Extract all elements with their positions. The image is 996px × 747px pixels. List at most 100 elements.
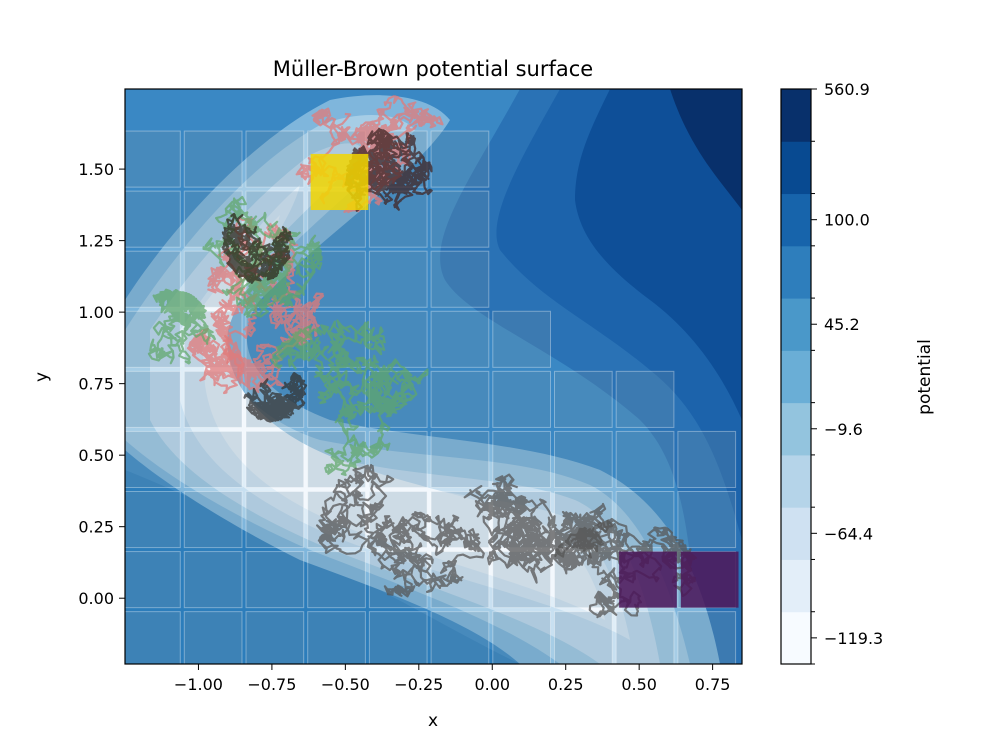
colorbar-band — [781, 454, 811, 508]
grid-cell — [430, 190, 490, 248]
grid-cell — [125, 490, 181, 549]
y-axis-ticks: 0.00 0.25 0.50 0.75 1.00 1.25 1.50 — [78, 160, 125, 608]
x-tick-label: −0.50 — [321, 675, 370, 694]
grid-cell — [430, 611, 490, 664]
trajectory-dark — [221, 212, 294, 284]
plot-area — [125, 89, 742, 664]
colorbar-ticks: −119.3 −64.4 −9.6 45.2 100.0 560.9 — [811, 80, 883, 665]
grid-cell — [125, 611, 181, 664]
grid-cell — [615, 611, 675, 664]
grid-cell — [245, 611, 305, 664]
chart-title: Müller-Brown potential surface — [273, 57, 593, 81]
y-tick-label: 0.25 — [78, 518, 114, 537]
colorbar-tick-label: −119.3 — [824, 629, 883, 648]
colorbar-band — [781, 245, 811, 299]
x-tick-label: 0.50 — [621, 675, 657, 694]
grid-cell — [677, 611, 737, 664]
grid-cell — [430, 430, 490, 488]
highlighted-cell-end — [619, 551, 677, 608]
colorbar-tick-label: 560.9 — [824, 80, 870, 99]
grid-cell — [492, 370, 551, 428]
grid-cell — [430, 130, 490, 188]
grid-cell — [245, 490, 305, 549]
x-tick-label: −0.25 — [394, 675, 443, 694]
grid-cell — [677, 430, 737, 488]
contour-band-high-3 — [575, 89, 742, 420]
colorbar-band — [781, 507, 811, 560]
grid-cell — [615, 430, 675, 488]
highlighted-cell-end — [680, 551, 739, 608]
grid-cells — [125, 130, 737, 664]
x-axis-ticks: −1.00 −0.75 −0.50 −0.25 0.00 0.25 0.50 0.75 — [174, 664, 730, 694]
y-tick-label: 1.25 — [78, 232, 114, 251]
trajectory-red — [186, 327, 245, 395]
grid-cell — [430, 250, 490, 308]
grid-cell — [183, 490, 243, 549]
y-axis-label: y — [32, 372, 52, 382]
y-tick-label: 0.50 — [78, 446, 114, 465]
colorbar-band — [781, 559, 811, 613]
grid-cell — [553, 611, 613, 664]
grid-cell — [125, 551, 181, 609]
y-tick-label: 1.50 — [78, 160, 114, 179]
grid-cell — [677, 490, 737, 549]
grid-cell — [430, 370, 490, 428]
contour-band-high-4 — [670, 89, 742, 210]
trajectory-green — [270, 319, 429, 477]
plot-frame — [124, 88, 743, 665]
grid-cell — [125, 370, 181, 428]
trajectory-green — [147, 288, 216, 365]
y-tick-label: 0.75 — [78, 375, 114, 394]
colorbar-band — [781, 350, 811, 404]
y-tick-label: 1.00 — [78, 303, 114, 322]
trajectory-gray — [316, 464, 485, 598]
colorbar-band — [781, 193, 811, 247]
colorbar-band — [781, 402, 811, 456]
trajectory-gray — [554, 517, 697, 619]
colorbar-band — [781, 141, 811, 195]
x-tick-label: 0.25 — [548, 675, 584, 694]
x-axis-label: x — [428, 711, 438, 731]
grid-cell — [430, 310, 490, 368]
grid-cell — [492, 611, 551, 664]
grid-cell — [492, 310, 551, 368]
grid-cell — [125, 190, 181, 248]
grid-cell — [553, 430, 613, 488]
colorbar-band — [781, 89, 811, 142]
grid-cell — [245, 130, 305, 188]
grid-cell — [183, 551, 243, 609]
grid-cell — [125, 430, 181, 488]
grid-cell — [307, 370, 366, 428]
grid-cell — [368, 611, 428, 664]
highlighted-cells — [310, 153, 739, 608]
colorbar-band — [781, 298, 811, 351]
x-tick-label: −0.75 — [247, 675, 296, 694]
colorbar-frame — [780, 88, 812, 665]
colorbar-tick-label: 100.0 — [824, 211, 870, 230]
grid-cell — [368, 250, 428, 308]
y-tick-label: 0.00 — [78, 589, 114, 608]
grid-cell — [183, 130, 243, 188]
grid-cell — [245, 430, 305, 488]
colorbar-tick-label: −64.4 — [824, 524, 873, 543]
trajectory-dark — [243, 372, 308, 423]
x-tick-label: 0.00 — [474, 675, 510, 694]
colorbar-label: potential — [915, 339, 935, 415]
highlighted-cell-start — [310, 153, 369, 211]
colorbar-tick-label: 45.2 — [824, 315, 860, 334]
grid-cell — [615, 370, 675, 428]
grid-cell — [183, 430, 243, 488]
grid-cell — [183, 611, 243, 664]
grid-cell — [553, 370, 613, 428]
grid-cell — [125, 130, 181, 188]
grid-cell — [307, 611, 366, 664]
colorbar — [781, 89, 811, 665]
colorbar-tick-label: −9.6 — [824, 420, 863, 439]
contour-band-valley-5 — [200, 215, 605, 620]
grid-cell — [307, 551, 366, 609]
colorbar-band — [781, 611, 811, 665]
x-tick-label: 0.75 — [695, 675, 731, 694]
x-tick-label: −1.00 — [174, 675, 223, 694]
grid-cell — [245, 551, 305, 609]
